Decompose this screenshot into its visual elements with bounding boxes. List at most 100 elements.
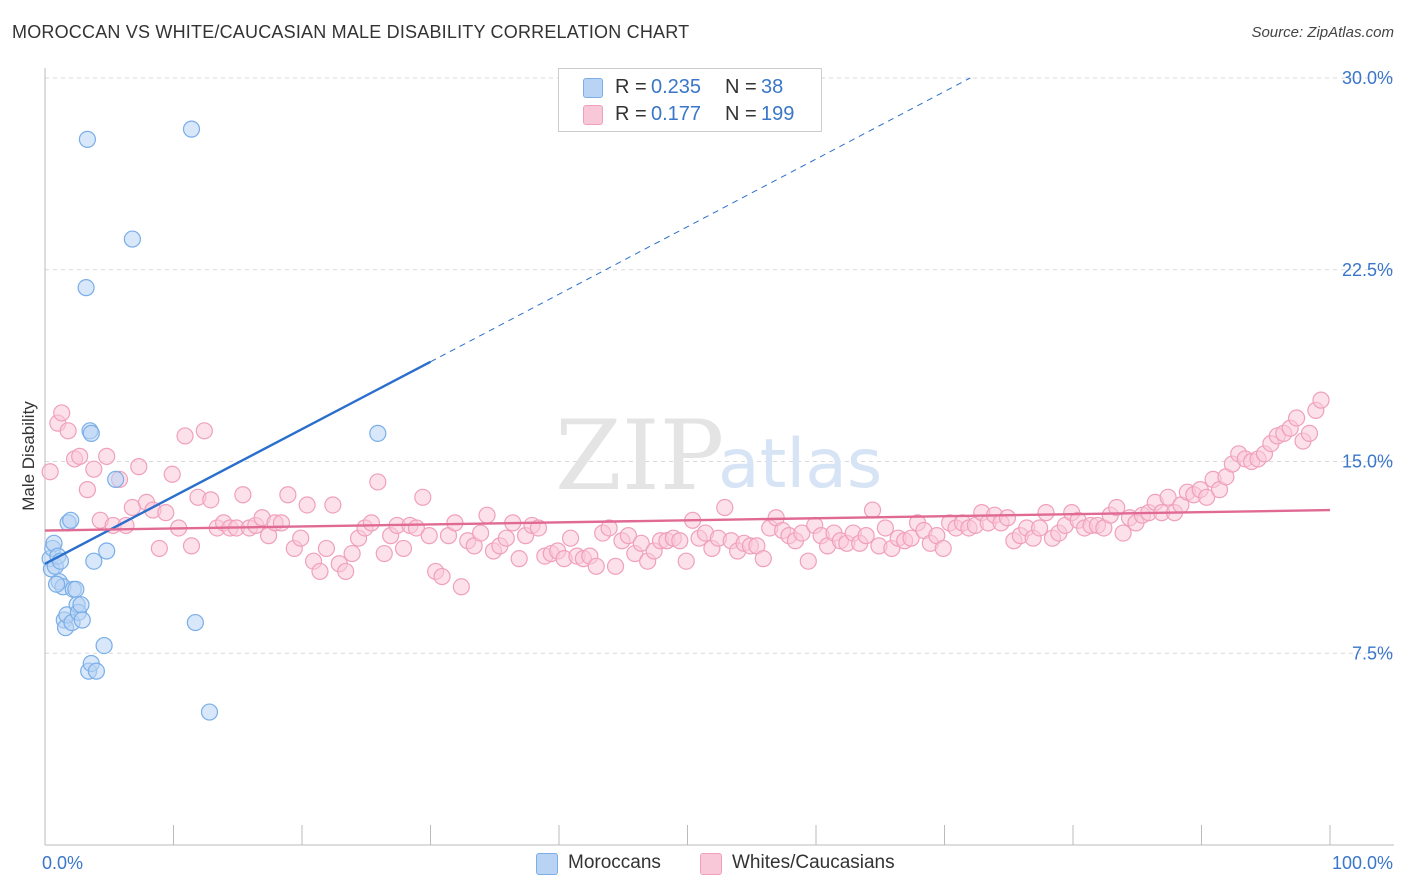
white-caucasian-point [298,496,316,514]
white-caucasian-point [150,539,168,558]
legend-r-value: 0.177 [651,103,702,125]
white-caucasian-point [671,532,689,550]
whites-trend-line [44,508,1331,532]
legend-n-label: N = [725,76,757,98]
white-caucasian-point [587,557,605,575]
moroccan-point [82,424,100,442]
white-caucasian-point [53,404,71,422]
whites-caucasians-points [41,391,1330,596]
x-tick-label: 100.0% [1332,853,1393,873]
white-caucasian-point [561,529,580,547]
trend-lines [44,77,1331,565]
white-caucasian-point [195,422,213,440]
legend-r-value: 0.235 [651,76,702,98]
white-caucasian-point [394,539,413,558]
white-caucasian-point [529,519,548,537]
legend-row-moroccans: R = 0.235 N = 38 [559,74,821,100]
white-caucasian-point [98,447,116,465]
white-caucasian-point [343,544,361,563]
gridlines [45,77,1394,654]
white-caucasian-point [452,578,470,596]
moroccan-point [186,613,204,632]
legend-swatch-moroccans [583,78,603,98]
white-caucasian-point [716,498,734,517]
white-caucasian-point [632,534,650,552]
y-tick-label: 15.0% [1342,452,1393,472]
white-caucasian-point [130,458,148,476]
white-caucasian-point [375,544,393,563]
white-caucasian-point [176,427,194,445]
white-caucasian-point [414,488,432,506]
moroccans-points [41,120,387,721]
white-caucasian-point [902,529,920,547]
white-caucasian-point [1198,488,1216,506]
white-caucasian-point [369,473,387,491]
y-tick-label: 30.0% [1342,68,1393,88]
bottom-legend-moroccans: Moroccans [568,852,661,873]
white-caucasian-point [1312,391,1330,409]
white-caucasian-point [793,524,811,542]
white-caucasian-point [497,529,515,547]
white-caucasian-point [1037,504,1055,522]
white-caucasian-point [478,506,496,524]
moroccan-point [47,575,66,593]
white-caucasian-point [163,465,181,483]
moroccan-point [123,230,141,248]
white-caucasian-point [292,529,310,547]
chart-title: MOROCCAN VS WHITE/CAUCASIAN MALE DISABIL… [12,22,690,42]
y-tick-label: 7.5% [1352,643,1393,663]
watermark: ZIP atlas [555,400,882,512]
tick-labels: 7.5% 15.0% 22.5% 30.0% 0.0% 100.0% [42,68,1393,873]
correlation-legend: R = 0.235 N = 38 R = 0.177 N = 199 [558,68,822,132]
moroccan-point [98,542,116,560]
x-tick-label: 0.0% [42,853,83,873]
white-caucasian-point [934,539,952,558]
legend-r-label: R = [615,103,647,125]
moroccan-point [85,552,103,570]
white-caucasian-point [311,562,329,581]
white-caucasian-point [234,486,252,504]
white-caucasian-point [85,460,103,478]
white-caucasian-point [272,514,291,532]
legend-r-label: R = [615,76,647,98]
white-caucasian-point [876,519,894,537]
white-caucasian-point [677,552,695,570]
white-caucasian-point [362,514,380,532]
white-caucasian-point [1108,498,1126,517]
white-caucasian-point [317,539,336,558]
white-caucasian-point [1159,488,1177,506]
white-caucasian-point [1114,524,1132,542]
moroccans-trend-extension [430,77,971,363]
moroccan-point [182,120,201,138]
moroccan-point [107,470,125,488]
white-caucasian-point [998,509,1017,527]
white-caucasian-point [78,481,97,499]
moroccan-point [77,279,95,297]
moroccan-point [72,596,90,614]
bottom-legend-whites: Whites/Caucasians [732,852,895,873]
moroccan-point [95,636,113,655]
white-caucasian-point [182,537,201,555]
white-caucasian-point [863,501,882,519]
moroccan-point [62,511,80,529]
y-axis-label: Male Disability [19,401,38,511]
white-caucasian-point [41,463,59,481]
white-caucasian-point [420,527,438,545]
bottom-swatch-moroccans [536,853,558,875]
watermark-zip: ZIP [555,400,724,512]
white-caucasian-point [71,447,89,465]
series-legend: Moroccans Whites/Caucasians [0,850,1406,880]
white-caucasian-point [279,486,297,504]
legend-n-value: 199 [761,103,795,125]
white-caucasian-point [472,524,490,542]
axes [44,68,1394,846]
white-caucasian-point [157,504,175,522]
white-caucasian-point [606,557,625,575]
source-label: Source: ZipAtlas.com [1251,24,1394,41]
legend-row-whites: R = 0.177 N = 199 [559,101,821,127]
moroccan-point [87,662,106,680]
white-caucasian-point [324,496,342,514]
moroccan-point [73,611,91,629]
white-caucasian-point [754,550,772,568]
